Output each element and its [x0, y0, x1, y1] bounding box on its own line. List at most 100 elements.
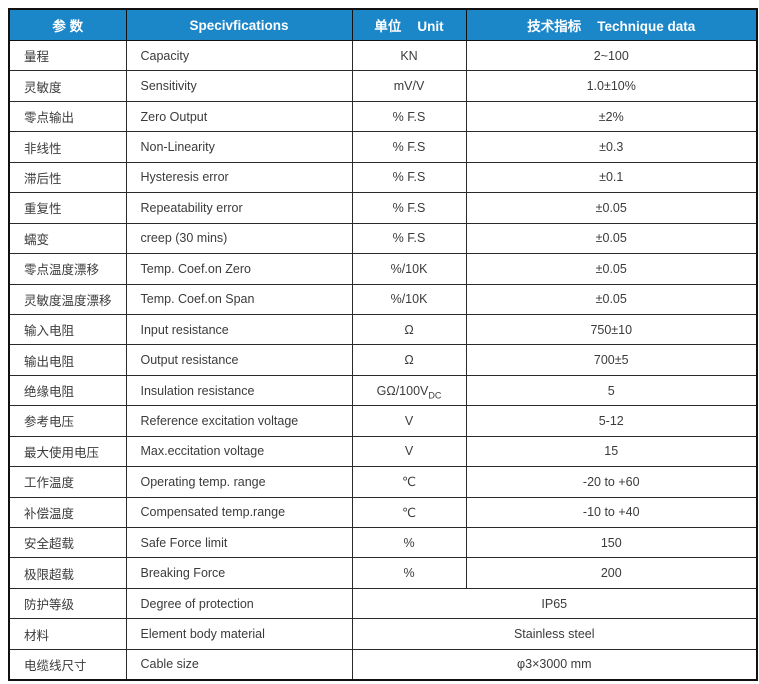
- value-cell: ±0.1: [465, 161, 758, 194]
- table-row: 非线性 Non-Linearity % F.S ±0.3: [8, 131, 758, 163]
- value-cell: ±2%: [465, 100, 758, 133]
- header-unit: 单位 Unit: [351, 8, 467, 41]
- spec-cell: Reference excitation voltage: [125, 405, 353, 437]
- param-cell: 蠕变: [8, 222, 127, 255]
- value-cell: ±0.3: [465, 131, 758, 163]
- spec-cell: Cable size: [125, 648, 353, 681]
- header-row: 参 数 Specivfications 单位 Unit 技术指标 Technique…: [8, 8, 758, 41]
- table-row: 零点输出 Zero Output % F.S ±2%: [8, 100, 758, 133]
- value-cell: -10 to +40: [465, 496, 758, 529]
- param-cell: 材料: [8, 618, 127, 650]
- spec-cell: Sensitivity: [125, 70, 353, 102]
- param-cell: 零点输出: [8, 100, 127, 133]
- table-row: 零点温度漂移 Temp. Coef.on Zero %/10K ±0.05: [8, 253, 758, 285]
- unit-cell: %/10K: [351, 253, 467, 285]
- unit-cell: V: [351, 405, 467, 437]
- table-row: 重复性 Repeatability error % F.S ±0.05: [8, 192, 758, 224]
- value-cell: 15: [465, 435, 758, 468]
- table-row: 材料 Element body material Stainless steel: [8, 618, 758, 650]
- value-cell: 750±10: [465, 313, 758, 346]
- unit-cell: %: [351, 526, 467, 559]
- value-cell: 1.0±10%: [465, 70, 758, 102]
- unit-cell: GΩ/100VDC: [351, 374, 467, 407]
- param-cell: 输出电阻: [8, 344, 127, 376]
- spec-cell: Temp. Coef.on Span: [125, 283, 353, 315]
- param-cell: 参考电压: [8, 405, 127, 437]
- unit-cell: %: [351, 557, 467, 589]
- spec-cell: Element body material: [125, 618, 353, 650]
- unit-cell: % F.S: [351, 131, 467, 163]
- value-cell: ±0.05: [465, 222, 758, 255]
- value-cell: 2~100: [465, 39, 758, 72]
- table-row: 参考电压 Reference excitation voltage V 5-12: [8, 405, 758, 437]
- unit-cell: ℃: [351, 466, 467, 498]
- table-row: 灵敏度温度漂移 Temp. Coef.on Span %/10K ±0.05: [8, 283, 758, 315]
- spec-table: 参 数 Specivfications 单位 Unit 技术指标 Technique…: [8, 8, 758, 681]
- unit-cell: % F.S: [351, 192, 467, 224]
- unit-cell: Ω: [351, 313, 467, 346]
- spec-cell: creep (30 mins): [125, 222, 353, 255]
- param-cell: 工作温度: [8, 466, 127, 498]
- table-row: 补偿温度 Compensated temp.range ℃ -10 to +40: [8, 496, 758, 529]
- spec-cell: Degree of protection: [125, 587, 353, 620]
- header-unit-en: Unit: [417, 19, 444, 34]
- merged-value-cell: Stainless steel: [351, 618, 758, 650]
- header-data-zh: 技术指标: [527, 19, 582, 34]
- unit-cell: % F.S: [351, 161, 467, 194]
- table-row: 灵敏度 Sensitivity mV/V 1.0±10%: [8, 70, 758, 102]
- spec-cell: Output resistance: [125, 344, 353, 376]
- table-row: 量程 Capacity KN 2~100: [8, 39, 758, 72]
- unit-cell: KN: [351, 39, 467, 72]
- unit-cell: V: [351, 435, 467, 468]
- value-cell: 150: [465, 526, 758, 559]
- param-cell: 最大使用电压: [8, 435, 127, 468]
- table-row: 蠕变 creep (30 mins) % F.S ±0.05: [8, 222, 758, 255]
- unit-main: GΩ/100V: [376, 383, 429, 398]
- table-row: 输入电阻 Input resistance Ω 750±10: [8, 313, 758, 346]
- value-cell: ±0.05: [465, 192, 758, 224]
- merged-value-cell: IP65: [351, 587, 758, 620]
- unit-cell: % F.S: [351, 222, 467, 255]
- unit-cell: % F.S: [351, 100, 467, 133]
- unit-cell: %/10K: [351, 283, 467, 315]
- param-cell: 灵敏度: [8, 70, 127, 102]
- unit-subscript: DC: [428, 390, 442, 401]
- spec-cell: Hysteresis error: [125, 161, 353, 194]
- param-cell: 灵敏度温度漂移: [8, 283, 127, 315]
- unit-cell: Ω: [351, 344, 467, 376]
- header-data-en: Technique data: [597, 19, 696, 34]
- table-row: 输出电阻 Output resistance Ω 700±5: [8, 344, 758, 376]
- param-cell: 防护等级: [8, 587, 127, 620]
- header-param: 参 数: [8, 8, 127, 41]
- param-cell: 零点温度漂移: [8, 253, 127, 285]
- value-cell: 5-12: [465, 405, 758, 437]
- param-cell: 绝缘电阻: [8, 374, 127, 407]
- header-unit-zh: 单位: [374, 19, 402, 34]
- spec-cell: Repeatability error: [125, 192, 353, 224]
- spec-cell: Safe Force limit: [125, 526, 353, 559]
- spec-cell: Non-Linearity: [125, 131, 353, 163]
- table-row: 绝缘电阻 Insulation resistance GΩ/100VDC 5: [8, 374, 758, 407]
- value-cell: ±0.05: [465, 253, 758, 285]
- unit-cell: ℃: [351, 496, 467, 529]
- unit-cell: mV/V: [351, 70, 467, 102]
- table-row: 最大使用电压 Max.eccitation voltage V 15: [8, 435, 758, 468]
- value-cell: ±0.05: [465, 283, 758, 315]
- param-cell: 输入电阻: [8, 313, 127, 346]
- param-cell: 极限超载: [8, 557, 127, 589]
- table-row: 极限超载 Breaking Force % 200: [8, 557, 758, 589]
- spec-cell: Max.eccitation voltage: [125, 435, 353, 468]
- spec-cell: Insulation resistance: [125, 374, 353, 407]
- param-cell: 重复性: [8, 192, 127, 224]
- spec-cell: Zero Output: [125, 100, 353, 133]
- table-row: 工作温度 Operating temp. range ℃ -20 to +60: [8, 466, 758, 498]
- param-cell: 滞后性: [8, 161, 127, 194]
- header-data: 技术指标 Technique data: [465, 8, 758, 41]
- param-cell: 电缆线尺寸: [8, 648, 127, 681]
- value-cell: -20 to +60: [465, 466, 758, 498]
- value-cell: 200: [465, 557, 758, 589]
- table-row: 防护等级 Degree of protection IP65: [8, 587, 758, 620]
- spec-cell: Capacity: [125, 39, 353, 72]
- param-cell: 量程: [8, 39, 127, 72]
- table-row: 滞后性 Hysteresis error % F.S ±0.1: [8, 161, 758, 194]
